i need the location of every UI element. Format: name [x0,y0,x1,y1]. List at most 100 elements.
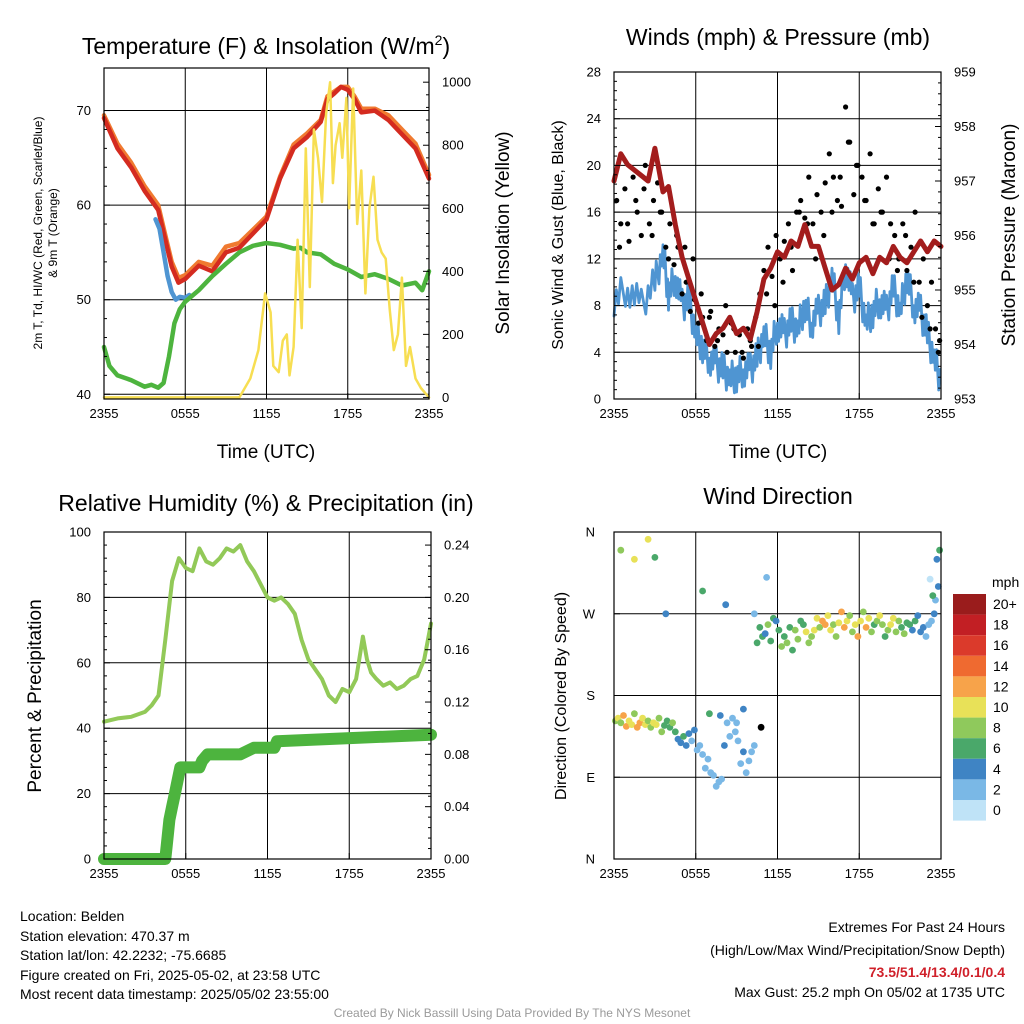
precip-line [98,728,437,865]
direction-point [830,621,837,628]
gust-point [638,232,644,239]
direction-point [808,633,815,640]
direction-point [909,626,916,634]
legend-swatch [953,738,986,759]
gust-point [780,279,786,285]
gust-point [851,192,857,198]
direction-point [827,626,834,634]
direction-point [884,626,892,634]
direction-point [789,646,796,654]
gust-point [932,326,939,332]
legend-label: 14 [993,658,1009,674]
gust-point [821,232,827,239]
gust-point [724,349,730,355]
y2-tick-label: 200 [442,327,464,342]
gust-point [916,279,922,285]
direction-point [733,719,740,727]
y-tick-label: 24 [587,111,601,126]
station-location: Location: Belden [20,908,125,924]
direction-point [671,728,679,736]
direction-point [742,769,750,777]
gust-point [764,291,770,297]
direction-point [763,574,770,581]
gust-point [853,162,860,168]
humidity-series [98,543,437,865]
legend-swatch [953,655,986,677]
y2-tick-label: 0.04 [444,799,469,814]
legend-swatch [953,779,986,800]
gust-point [773,232,779,239]
direction-point [879,621,886,628]
direction-point [854,633,862,640]
gust-point [630,174,636,180]
humidity-panel: Relative Humidity (%) & Precipitation (i… [25,490,474,881]
direction-point [644,717,652,725]
temperature-x-ticks: 2355 0555 1155 1755 2355 [90,393,443,421]
gust-point [928,279,935,285]
direction-point [914,612,922,619]
y-tick-label: S [586,688,595,703]
legend-label: 18 [993,617,1009,633]
gust-point [708,308,714,314]
gust-point [657,209,663,215]
speed-legend: mph 20+ 18 16 14 12 10 8 6 4 2 0 [953,574,1019,821]
temperature-y-ticks: 40 50 60 70 [77,103,110,402]
speed-legend-title: mph [992,574,1019,590]
x-tick-label: 1155 [253,406,281,421]
direction-point [622,723,630,730]
y2-tick-label: 0.20 [444,590,469,605]
gust-point [798,197,804,204]
direction-point [892,628,900,636]
y-tick-label: 60 [77,198,91,213]
direction-point [838,608,845,616]
temperature-ylabel-line2: & 9m T (Orange) [46,188,60,278]
legend-label: 20+ [993,596,1017,612]
y-tick-label: 12 [587,251,601,266]
gust-point [642,162,648,168]
direction-point [780,633,788,640]
direction-point [898,624,905,631]
gust-point [796,209,802,215]
gust-point [822,180,828,186]
humidity-ylabel: Percent & Precipitation [25,599,46,792]
x-tick-label: 2355 [927,866,956,881]
gust-point [875,186,881,192]
direction-point [685,730,693,737]
direction-point [813,614,821,622]
direction-point [911,617,919,625]
direction-point [726,733,734,740]
direction-point [706,710,713,718]
legend-swatch [953,594,986,615]
gust-point [903,232,909,239]
direction-point [857,617,864,625]
direction-point [669,719,676,727]
y-tick-label: 20 [77,786,91,801]
max-gust: Max Gust: 25.2 mph On 05/02 at 1735 UTC [734,983,1005,1000]
direction-point [821,621,829,628]
direction-point [889,614,897,622]
gust-point [924,303,931,309]
legend-swatch [953,635,986,656]
winds-title: Winds (mph) & Pressure (mb) [626,24,930,50]
gust-point [646,221,653,227]
gust-point [714,338,721,344]
winds-y2-ticks: 953 954 955 956 957 958 959 [935,65,976,407]
direction-x-ticks: 2355 0555 1155 1755 2355 [600,853,956,881]
gust-point [935,349,941,355]
y-tick-label: 8 [594,298,601,313]
gust-point [919,314,925,320]
blue-series-line [153,217,192,302]
y-tick-label: 80 [77,590,91,605]
direction-point [617,719,625,727]
direction-point [919,624,927,631]
y-tick-label: E [586,770,595,785]
x-tick-label: 1755 [845,866,874,881]
gust-point [785,221,792,227]
gust-point [845,139,852,145]
gust-point [667,221,673,227]
gust-point [826,151,832,157]
y-tick-label: 70 [77,103,91,118]
legend-swatch [953,758,986,780]
temperature-title-end: ) [442,33,450,59]
y-tick-label: 40 [77,387,91,402]
